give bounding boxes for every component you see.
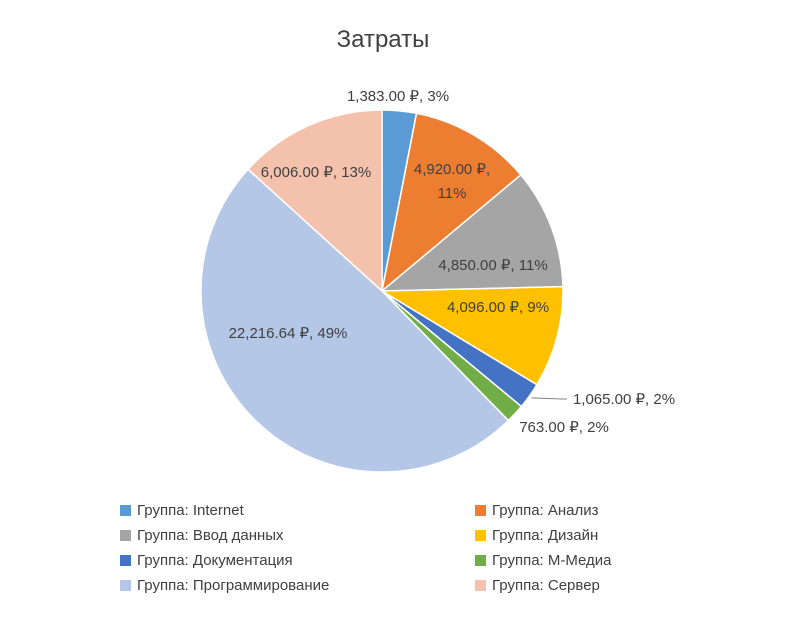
data-label: 4,850.00 ₽, 11% [438, 257, 547, 274]
legend-item: Группа: Ввод данных [120, 525, 284, 545]
pie-slice-7 [200, 168, 510, 473]
data-label: 1,383.00 ₽, 3% [347, 88, 449, 105]
legend-swatch [475, 529, 486, 541]
legend-swatch [475, 554, 486, 566]
data-label: 1,065.00 ₽, 2% [573, 391, 675, 408]
legend-label: Группа: Дизайн [492, 526, 599, 544]
legend-item: Группа: Анализ [475, 500, 599, 520]
legend-label: Группа: Программирование [137, 576, 330, 594]
pie-slice-8 [247, 109, 383, 293]
legend-label: Группа: Сервер [492, 576, 600, 594]
legend-label: Группа: Анализ [492, 501, 599, 519]
pie-slice-4 [379, 285, 564, 386]
legend-item: Группа: Internet [120, 500, 244, 520]
legend-swatch [120, 554, 131, 566]
pie-slice-2 [380, 112, 522, 293]
leader-line [531, 397, 567, 400]
legend-item: Группа: Документация [120, 550, 293, 570]
chart-title: Затраты [336, 26, 430, 53]
data-label: 6,006.00 ₽, 13% [261, 164, 371, 181]
legend-swatch [475, 579, 486, 591]
legend-label: Группа: Ввод данных [137, 526, 284, 544]
legend-label: Группа: Internet [137, 501, 244, 519]
data-label: 22,216.64 ₽, 49% [229, 325, 348, 342]
legend-swatch [475, 504, 486, 516]
data-label: 4,096.00 ₽, 9% [447, 299, 549, 316]
legend-item: Группа: M-Медиа [475, 550, 612, 570]
data-label: 763.00 ₽, 2% [519, 419, 609, 436]
legend-item: Группа: Программирование [120, 575, 329, 595]
pie-slice-3 [379, 173, 564, 292]
legend-item: Группа: Сервер [475, 575, 600, 595]
legend-swatch [120, 529, 131, 541]
legend-swatch [120, 579, 131, 591]
legend-label: Группа: M-Медиа [492, 551, 612, 569]
legend-swatch [120, 504, 131, 516]
data-label: 4,920.00 ₽, 11% [414, 161, 490, 202]
legend-label: Группа: Документация [137, 551, 293, 569]
legend-item: Группа: Дизайн [475, 525, 598, 545]
